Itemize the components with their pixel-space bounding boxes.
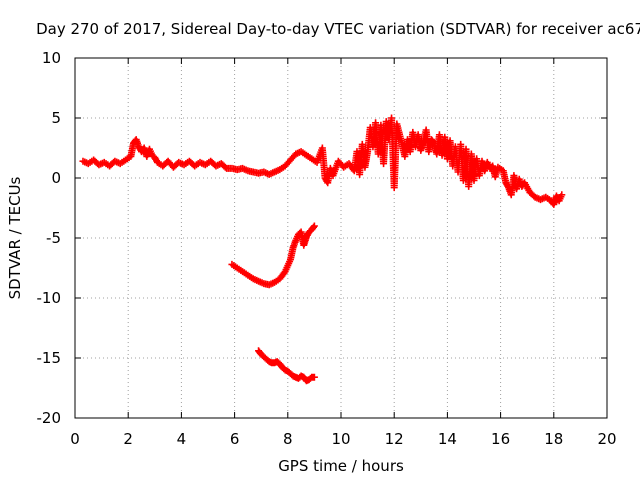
x-tick-label: 12 [385, 430, 404, 448]
series-lower-arc [228, 222, 318, 289]
y-axis-label: SDTVAR / TECUs [6, 176, 24, 299]
x-tick-label: 6 [230, 430, 240, 448]
x-tick-label: 4 [177, 430, 187, 448]
y-tick-labels: 10 5 0 -5 -10 -15 -20 [37, 49, 62, 427]
y-tick-label: 5 [51, 109, 61, 127]
y-tick-label: -5 [46, 229, 61, 247]
y-tick-label: 0 [51, 169, 61, 187]
x-tick-label: 8 [283, 430, 293, 448]
x-axis-label: GPS time / hours [278, 457, 404, 475]
y-tick-label: -20 [37, 409, 62, 427]
grid-lines [75, 58, 607, 418]
y-tick-label: -10 [37, 289, 62, 307]
y-tick-label: -15 [37, 349, 62, 367]
x-tick-label: 14 [438, 430, 457, 448]
series-bottom-arc [255, 347, 318, 385]
chart-title: Day 270 of 2017, Sidereal Day-to-day VTE… [36, 20, 640, 38]
x-tick-label: 0 [70, 430, 80, 448]
x-tick-label: 18 [544, 430, 563, 448]
x-tick-label: 2 [123, 430, 133, 448]
data-points [79, 114, 566, 385]
x-tick-label: 10 [331, 430, 350, 448]
tick-marks [74, 57, 608, 419]
x-tick-label: 20 [597, 430, 616, 448]
y-tick-label: 10 [42, 49, 61, 67]
series-main-trace [79, 114, 566, 208]
x-tick-labels: 0 2 4 6 8 10 12 14 16 18 20 [70, 430, 616, 448]
x-tick-label: 16 [491, 430, 510, 448]
